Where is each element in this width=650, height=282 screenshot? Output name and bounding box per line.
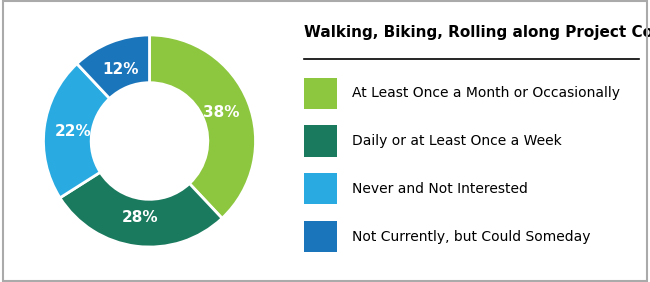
Text: 22%: 22% <box>55 124 91 139</box>
Text: 38%: 38% <box>203 105 240 120</box>
FancyBboxPatch shape <box>304 125 337 157</box>
Text: 12%: 12% <box>103 61 139 76</box>
Text: At Least Once a Month or Occasionally: At Least Once a Month or Occasionally <box>352 86 619 100</box>
Wedge shape <box>44 64 110 198</box>
Text: Daily or at Least Once a Week: Daily or at Least Once a Week <box>352 134 561 148</box>
Wedge shape <box>150 35 255 218</box>
Wedge shape <box>77 35 150 98</box>
Wedge shape <box>60 172 222 247</box>
Text: Never and Not Interested: Never and Not Interested <box>352 182 527 196</box>
FancyBboxPatch shape <box>304 78 337 109</box>
FancyBboxPatch shape <box>304 173 337 204</box>
FancyBboxPatch shape <box>304 221 337 252</box>
Text: Walking, Biking, Rolling along Project Corridor: Walking, Biking, Rolling along Project C… <box>304 25 650 40</box>
Text: Not Currently, but Could Someday: Not Currently, but Could Someday <box>352 230 590 244</box>
Text: 28%: 28% <box>122 210 158 225</box>
